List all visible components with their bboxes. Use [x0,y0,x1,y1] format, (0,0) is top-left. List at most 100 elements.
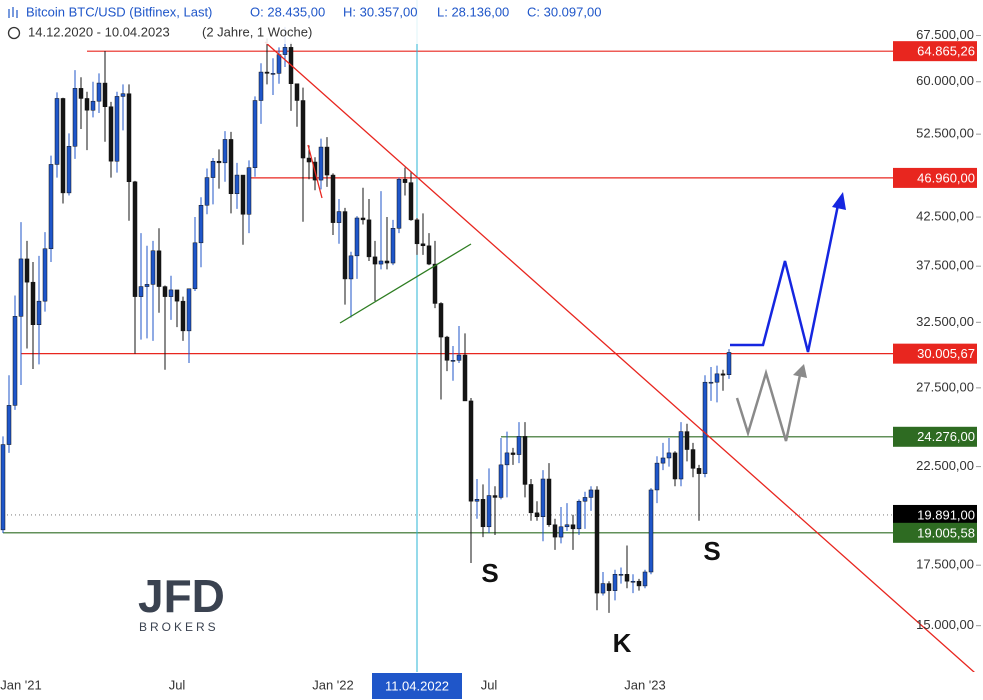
candle-body [252,100,258,168]
candle-body [36,300,42,325]
candle-body [486,495,492,528]
level-label: 64.865,26 [917,44,975,59]
candle-body [678,431,684,480]
ohlc: C: 30.097,00 [527,4,601,19]
candle-body [546,478,552,526]
candle-body [594,489,600,594]
candle-body [18,258,24,317]
candle-body [654,462,660,491]
candle-body [642,571,648,587]
candle-body [522,436,528,485]
level-label: 24.276,00 [917,429,975,444]
candle-body [390,228,396,264]
annotation: S [703,536,720,566]
candle-body [210,160,216,178]
level-label: 30.005,67 [917,346,975,361]
candles [0,26,732,613]
y-tick-label: 17.500,00 [916,557,974,572]
candle-body [606,583,612,591]
trend-line [307,144,323,199]
candle-body [474,499,480,502]
x-tick-label: Jan '21 [0,677,42,692]
candle-body [54,98,60,165]
candle-body [30,281,36,325]
candle-body [66,146,72,194]
candle-body [648,489,654,573]
logo-tagline: BROKERS [139,620,219,634]
candle-body [576,500,582,530]
candle-body [600,583,606,594]
clock-icon [7,26,21,40]
candle-body [426,245,432,265]
level-label-bg [893,426,977,447]
ohlc: O: 28.435,00 [250,4,325,19]
candle-body [378,260,384,265]
candle-body [300,100,306,159]
candle-body [510,452,516,455]
candle-body [444,336,450,361]
level-label-bg [893,522,977,543]
candle-body [540,478,546,518]
logo: JFD [138,570,225,622]
candle-body [114,96,120,162]
y-tick-label: 32.500,00 [916,314,974,329]
candle-body [282,47,288,55]
candle-body [384,260,390,264]
level-label: 46.960,00 [917,170,975,185]
candle-body [708,381,714,384]
arrow-head [793,364,807,378]
candle-body [276,54,282,74]
candle-body [720,373,726,376]
candle-body [684,431,690,450]
candle-body [690,449,696,469]
candle-body [726,352,732,375]
candle-body [672,452,678,480]
candle-body [630,580,636,583]
chart-icon [8,7,18,18]
candle-body [636,580,642,587]
level-label-bg [893,167,977,188]
candle-body [336,211,342,223]
candle-body [414,219,420,245]
arrow-head [832,192,846,210]
candle-body [102,82,108,107]
candle-body [78,88,84,99]
candle-body [570,524,576,530]
candle-body [462,354,468,402]
candle-body [396,178,402,229]
candle-body [402,178,408,183]
candle-body [0,444,6,531]
candle-body [564,524,570,528]
candle-body [216,160,222,164]
ohlc: H: 30.357,00 [343,4,417,19]
candle-body [258,71,264,101]
candle-body [714,373,720,383]
candle-body [234,174,240,195]
candle-body [138,286,144,297]
candle-body [516,436,522,455]
crosshair-date: 11.04.2022 [385,678,449,693]
candle-body [618,574,624,576]
candle-body [6,405,12,445]
candle-body [420,243,426,247]
candle-body [42,248,48,302]
level-label-bg [893,41,977,62]
x-tick-label: Jul [169,677,186,692]
candle-body [612,574,618,591]
y-tick-label: 60.000,00 [916,73,974,88]
y-tick-label: 22.500,00 [916,458,974,473]
candle-body [318,146,324,181]
candle-body [528,484,534,514]
candle-body [132,181,138,297]
y-tick-label: 52.500,00 [916,126,974,141]
candle-body [228,139,234,195]
candle-body [72,88,78,147]
y-tick-label: 42.500,00 [916,208,974,223]
candle-body [192,242,198,290]
y-tick-label: 37.500,00 [916,258,974,273]
candle-body [120,93,126,97]
candle-body [90,100,96,111]
candle-body [456,354,462,361]
candle-body [432,263,438,304]
trend-line [264,41,983,681]
